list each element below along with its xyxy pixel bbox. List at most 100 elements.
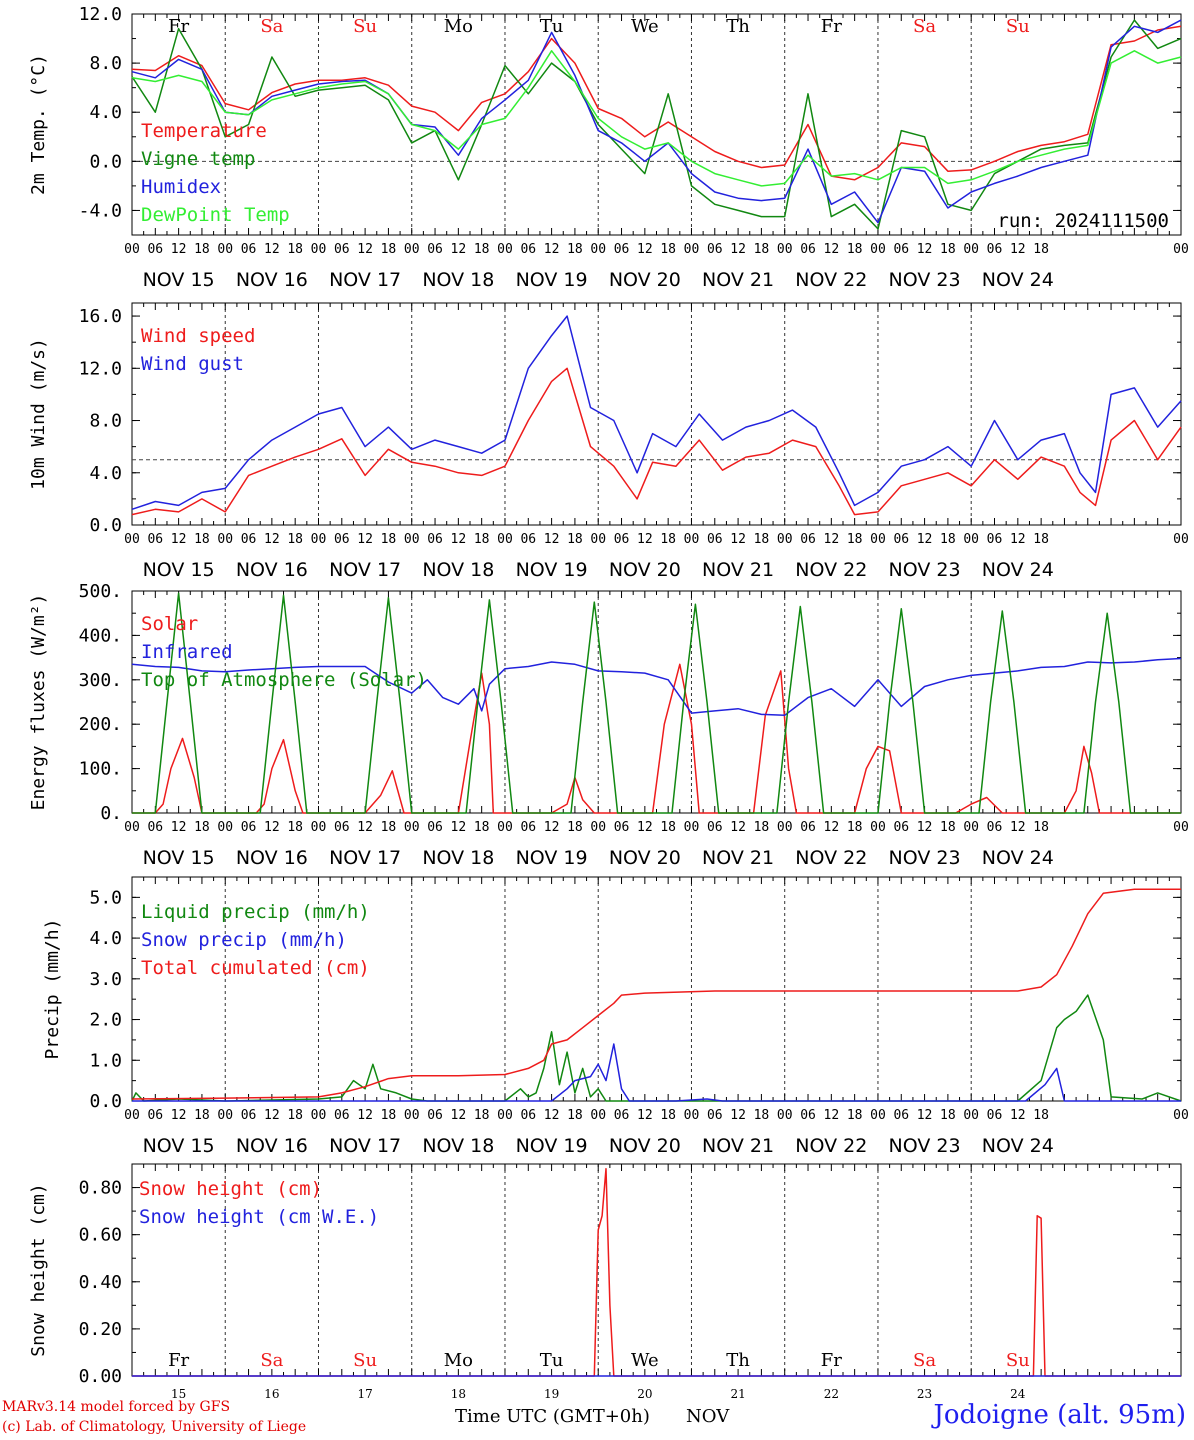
hour-tick-label: 00	[777, 532, 793, 547]
hour-tick-label: 06	[614, 1108, 630, 1123]
hour-tick-label: 18	[567, 820, 583, 835]
hour-tick-label: 06	[987, 1108, 1003, 1123]
hour-tick-label: 00	[963, 532, 979, 547]
hour-tick-label: 00	[404, 242, 420, 257]
hour-tick-label: 18	[940, 242, 956, 257]
y-tick-label: 0.0	[89, 151, 122, 172]
hour-tick-label: 00	[497, 242, 513, 257]
weekday-label: Sa	[260, 1350, 283, 1371]
hour-tick-label: 00	[497, 820, 513, 835]
series-top-of-atmosphere-solar	[132, 592, 1181, 814]
y-tick-label: 0.0	[89, 1091, 122, 1112]
hour-tick-label: 06	[800, 820, 816, 835]
hour-tick-label: 12	[824, 1108, 840, 1123]
hour-tick-label: 18	[847, 1108, 863, 1123]
hour-tick-label: 00	[870, 532, 886, 547]
hour-tick-label: 06	[800, 1108, 816, 1123]
hour-tick-label: 06	[241, 242, 257, 257]
hour-tick-label: 06	[520, 532, 536, 547]
hour-tick-label: 12	[824, 242, 840, 257]
hour-tick-label: 00	[217, 532, 233, 547]
day-number-label: 18	[451, 1387, 466, 1401]
date-label: NOV 15	[143, 847, 215, 869]
date-label: NOV 16	[236, 269, 308, 291]
legend-entry: Snow height (cm)	[139, 1178, 322, 1200]
day-number-label: 24	[1010, 1387, 1026, 1401]
hour-tick-label: 06	[147, 532, 163, 547]
hour-tick-label: 00	[217, 242, 233, 257]
hour-tick-label: 00	[404, 820, 420, 835]
y-tick-label: 8.0	[89, 53, 122, 74]
series-dewpoint-temp	[131, 50, 1182, 187]
hour-tick-label: 06	[334, 532, 350, 547]
hour-tick-label: 12	[544, 820, 560, 835]
hour-tick-label: 12	[357, 820, 373, 835]
legend-entry: Temperature	[141, 120, 267, 142]
hour-tick-label: 00	[311, 1108, 327, 1123]
date-label: NOV 22	[795, 559, 867, 581]
hour-tick-label: 00	[590, 242, 606, 257]
credit-line-1: MARv3.14 model forced by GFS	[2, 1399, 231, 1415]
hour-tick-label: 00	[311, 532, 327, 547]
hour-tick-label: 00	[684, 242, 700, 257]
series-vigne-temp	[131, 19, 1182, 230]
hour-tick-label: 00	[590, 1108, 606, 1123]
date-label: NOV 20	[609, 559, 681, 581]
date-label: NOV 24	[982, 559, 1054, 581]
hour-tick-label: 00	[311, 242, 327, 257]
hour-tick-label: 18	[847, 532, 863, 547]
weekday-label: Su	[1006, 16, 1030, 37]
hour-tick-label: 00	[311, 820, 327, 835]
date-label: NOV 21	[702, 847, 774, 869]
hour-tick-label: 00	[1173, 1108, 1189, 1123]
hour-tick-label: 18	[567, 1108, 583, 1123]
panel-5: 0.00 0.20 0.40 0.60 0.80 Snow height (cm) Snow…	[28, 1163, 1182, 1401]
weekday-label: Fr	[168, 16, 189, 37]
series-snow-precip-mm-h	[132, 1043, 1181, 1102]
date-label: NOV 18	[422, 559, 494, 581]
hour-tick-label: 00	[124, 1108, 140, 1123]
weekday-label: Mo	[444, 16, 473, 37]
date-label: NOV 20	[609, 269, 681, 291]
hour-tick-label: 12	[637, 820, 653, 835]
day-number-label: 20	[637, 1387, 652, 1401]
hour-tick-label: 18	[381, 820, 397, 835]
y-tick-label: 0.80	[79, 1178, 122, 1199]
legend-entry: DewPoint Temp	[141, 204, 290, 226]
y-tick-label: 500.	[79, 581, 122, 602]
hour-tick-label: 00	[777, 242, 793, 257]
date-label: NOV 19	[516, 1135, 588, 1157]
hour-tick-label: 12	[451, 242, 467, 257]
weekday-label: Tu	[540, 1350, 564, 1371]
hour-tick-label: 12	[1010, 820, 1026, 835]
y-tick-label: 2.0	[89, 1010, 122, 1031]
y-tick-label: 0.0	[89, 515, 122, 536]
date-label: NOV 22	[795, 269, 867, 291]
y-axis-label: 2m Temp. (°C)	[28, 54, 49, 195]
hour-tick-label: 18	[567, 532, 583, 547]
hour-tick-label: 18	[474, 532, 490, 547]
hour-tick-label: 06	[800, 532, 816, 547]
date-label: NOV 18	[422, 269, 494, 291]
hour-tick-label: 12	[544, 242, 560, 257]
hour-tick-label: 06	[614, 242, 630, 257]
legend-entry: Humidex	[141, 176, 221, 198]
legend-entry: Top of Atmosphere (Solar)	[141, 669, 427, 691]
legend-entry: Wind gust	[141, 353, 244, 375]
weekday-label: Su	[353, 1350, 377, 1371]
hour-tick-label: 18	[847, 242, 863, 257]
hour-tick-label: 18	[567, 242, 583, 257]
hour-tick-label: 12	[917, 1108, 933, 1123]
date-label: NOV 22	[795, 847, 867, 869]
hour-tick-label: 12	[637, 1108, 653, 1123]
hour-tick-label: 00	[870, 820, 886, 835]
hour-tick-label: 18	[754, 242, 770, 257]
hour-tick-label: 06	[893, 1108, 909, 1123]
hour-tick-label: 12	[917, 242, 933, 257]
hour-tick-label: 06	[520, 1108, 536, 1123]
hour-tick-label: 00	[124, 242, 140, 257]
station-name: Jodoigne (alt. 95m)	[933, 1400, 1186, 1430]
hour-tick-label: 18	[1033, 242, 1049, 257]
